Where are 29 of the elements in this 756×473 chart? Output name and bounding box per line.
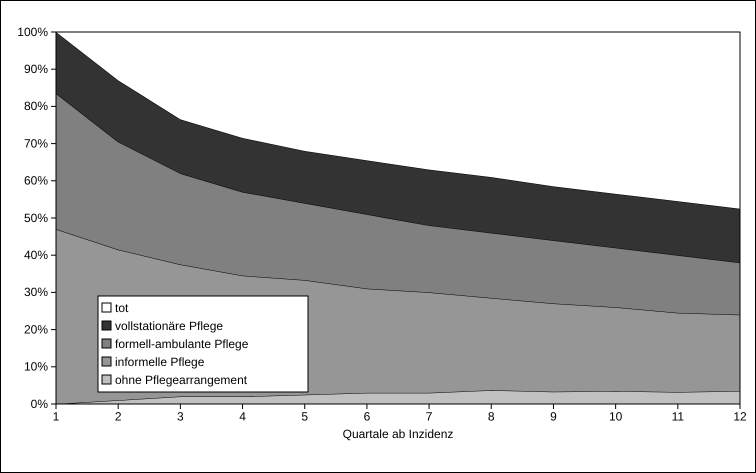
x-tick-label: 7 bbox=[426, 410, 433, 424]
y-tick-label: 100% bbox=[17, 24, 48, 39]
x-tick-label: 2 bbox=[114, 410, 122, 424]
y-tick-label: 0% bbox=[30, 396, 48, 411]
x-tick-label: 8 bbox=[488, 410, 495, 424]
legend-label: ohne Pflegearrangement bbox=[115, 373, 248, 387]
x-tick-label: 11 bbox=[672, 410, 684, 424]
y-tick-label: 30% bbox=[24, 285, 48, 300]
y-tick-label: 80% bbox=[24, 99, 48, 114]
x-tick-label: 3 bbox=[177, 410, 184, 424]
x-tick-label: 9 bbox=[550, 410, 558, 424]
legend-label: vollstationäre Pflege bbox=[115, 319, 224, 333]
y-tick-label: 70% bbox=[24, 136, 48, 150]
x-axis-title: Quartale ab Inzidenz bbox=[342, 427, 454, 441]
x-tick-label: 10 bbox=[608, 410, 623, 424]
x-tick-label: 4 bbox=[239, 410, 246, 424]
y-tick-label: 50% bbox=[24, 210, 48, 225]
legend-label: tot bbox=[115, 301, 130, 315]
y-tick-label: 90% bbox=[24, 62, 48, 76]
legend-label: informelle Pflege bbox=[115, 355, 205, 369]
y-tick-label: 60% bbox=[24, 174, 48, 188]
legend-label: formell-ambulante Pflege bbox=[115, 337, 249, 351]
y-tick-label: 40% bbox=[24, 248, 48, 262]
y-tick-label: 20% bbox=[24, 322, 48, 336]
x-tick-label: 1 bbox=[52, 410, 60, 424]
x-tick-label: 12 bbox=[733, 410, 747, 424]
x-tick-label: 5 bbox=[301, 410, 308, 424]
y-tick-label: 10% bbox=[24, 360, 48, 374]
x-tick-label: 6 bbox=[364, 410, 371, 424]
